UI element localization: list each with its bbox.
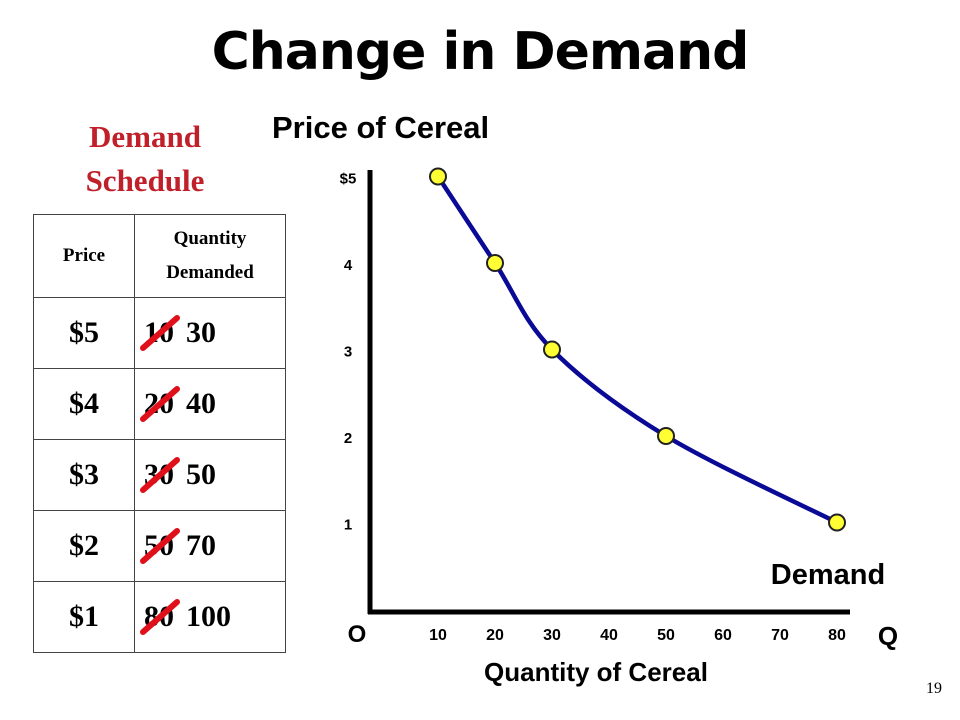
new-quantity: 30 (186, 316, 216, 349)
quantity-cell: 50 70 (134, 510, 286, 582)
price-cell: $1 (33, 581, 135, 653)
table-row: $2 50 70 (33, 510, 286, 582)
x-tick-label: 20 (486, 627, 504, 644)
demand-point (828, 513, 846, 532)
quantity-header-line1: Quantity (173, 228, 247, 249)
x-tick-label: 70 (771, 627, 789, 644)
y-tick-label: 3 (344, 344, 352, 361)
quantity-column-header: Quantity Demanded (134, 214, 286, 298)
price-column-header: Price (33, 214, 135, 298)
y-tick-label: $5 (340, 171, 357, 188)
y-tick-label: 2 (344, 430, 352, 447)
demand-point (657, 427, 675, 445)
x-tick-label: 10 (429, 627, 447, 644)
demand-schedule-table: Price Quantity Demanded $5 10 30 $4 20 40 $3 30… (33, 214, 286, 653)
schedule-heading-line2: Schedule (85, 163, 205, 198)
table-header-row: Price Quantity Demanded (33, 214, 286, 298)
price-cell: $5 (33, 297, 135, 369)
schedule-heading-line1: Demand (89, 119, 201, 154)
price-cell: $3 (33, 439, 135, 511)
y-tick-label: 1 (344, 517, 352, 534)
demand-curve (436, 175, 839, 525)
new-quantity: 100 (186, 600, 231, 633)
x-tick-label: 60 (714, 627, 732, 644)
demand-series-label: Demand (771, 559, 885, 591)
price-cell: $4 (33, 368, 135, 440)
x-tick-label: 30 (543, 627, 561, 644)
schedule-body: $5 10 30 $4 20 40 $3 30 50 $2 50 70 $1 80 100 (33, 297, 286, 653)
table-row: $5 10 30 (33, 297, 286, 369)
new-quantity: 50 (186, 458, 216, 491)
demand-point (429, 167, 447, 186)
quantity-header-line2: Demanded (166, 262, 254, 283)
table-row: $4 20 40 (33, 368, 286, 440)
y-tick-label: 4 (344, 257, 353, 274)
table-row: $1 80 100 (33, 581, 286, 653)
x-tick-label: 50 (657, 627, 675, 644)
quantity-cell: 80 100 (134, 581, 286, 653)
demand-point (543, 340, 561, 359)
table-row: $3 30 50 (33, 439, 286, 511)
x-tick-label: 80 (828, 627, 846, 644)
slide-title: Change in Demand (211, 22, 750, 82)
chart-title: Price of Cereal (272, 110, 490, 145)
x-tick-label: 40 (600, 627, 618, 644)
page-number: 19 (926, 680, 942, 697)
x-axis-title: Quantity of Cereal (484, 657, 708, 687)
schedule-heading: Demand Schedule (50, 115, 240, 203)
new-quantity: 40 (186, 387, 216, 420)
price-cell: $2 (33, 510, 135, 582)
origin-label: O (348, 621, 367, 648)
demand-point (486, 254, 504, 272)
new-quantity: 70 (186, 529, 216, 562)
x-axis-end-label: Q (878, 621, 898, 651)
